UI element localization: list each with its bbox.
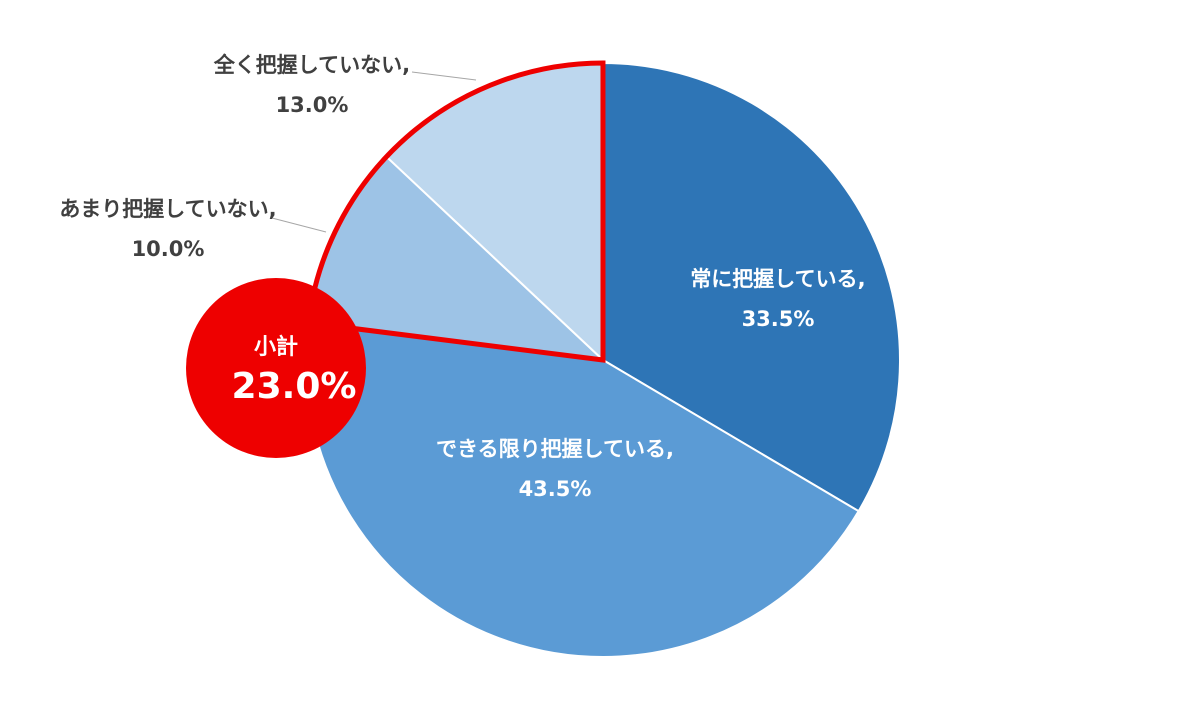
- subtotal-label: 小計: [254, 334, 298, 360]
- value-label: 33.5%: [742, 307, 815, 331]
- value-label: 13.0%: [276, 93, 349, 117]
- slice-label: あまり把握していない,: [59, 197, 276, 221]
- subtotal-badge: [186, 278, 366, 458]
- slice-label: できる限り把握している,: [436, 437, 674, 461]
- pie-slice: [602, 61, 901, 513]
- leader-line: [271, 217, 327, 233]
- subtotal-value: 23.0%: [232, 366, 357, 407]
- value-label: 43.5%: [519, 477, 592, 501]
- leader-line: [411, 71, 477, 81]
- slice-label: 全く把握していない,: [213, 53, 410, 77]
- slice-label: 常に把握している,: [690, 267, 865, 291]
- value-label: 10.0%: [132, 237, 205, 261]
- subtotal-outline: [305, 60, 606, 363]
